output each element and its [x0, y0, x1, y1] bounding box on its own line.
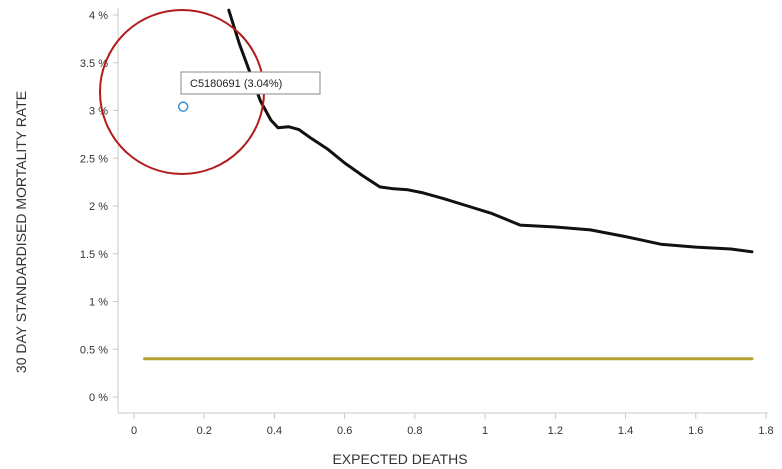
y-tick-label: 0 % — [89, 392, 108, 404]
y-tick-label: 1 % — [89, 297, 108, 309]
y-tick-label: 2 % — [89, 201, 108, 213]
x-tick-label: 1.8 — [758, 425, 773, 437]
y-tick-label: 3.5 % — [80, 58, 108, 70]
highlight: C5180691 (3.04%) — [99, 9, 321, 175]
x-tick-label: 0.2 — [197, 425, 212, 437]
y-tick-label: 1.5 % — [80, 249, 108, 261]
x-tick-label: 0.4 — [267, 425, 282, 437]
y-tick-label: 0.5 % — [80, 344, 108, 356]
x-tick-label: 0 — [131, 425, 137, 437]
y-tick-label: 2.5 % — [80, 153, 108, 165]
data-point[interactable] — [177, 101, 189, 112]
tick-labels: 0 % 0.5 % 1 % 1.5 % 2 % 2.5 % 3 % 3.5 % 4 % 0 0.2 0… — [80, 10, 774, 437]
x-tick-label: 0.6 — [337, 425, 352, 437]
funnel-upper-limit-line — [227, 8, 754, 254]
x-tick-label: 1.4 — [618, 425, 633, 437]
x-tick-label: 1 — [482, 425, 488, 437]
y-tick-label: 4 % — [89, 10, 108, 22]
tooltip-label: C5180691 (3.04%) — [190, 78, 282, 90]
tooltip-box — [180, 71, 321, 95]
x-tick-label: 0.8 — [407, 425, 422, 437]
series — [143, 8, 754, 361]
x-tick-label: 1.2 — [548, 425, 563, 437]
x-tick-label: 1.6 — [688, 425, 703, 437]
y-tick-label: 3 % — [89, 106, 108, 118]
axes — [117, 8, 768, 414]
y-axis-title: 30 DAY STANDARDISED MORTALITY RATE — [13, 91, 29, 373]
x-axis-title: EXPECTED DEATHS — [332, 451, 467, 467]
